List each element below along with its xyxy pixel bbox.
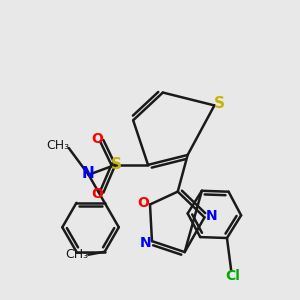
Text: S: S bbox=[110, 158, 122, 172]
Text: O: O bbox=[137, 196, 149, 210]
Text: CH₃: CH₃ bbox=[46, 139, 69, 152]
Text: O: O bbox=[91, 132, 103, 145]
Text: Cl: Cl bbox=[225, 269, 240, 283]
Text: S: S bbox=[214, 96, 225, 111]
Text: N: N bbox=[139, 236, 151, 250]
Text: CH₃: CH₃ bbox=[65, 248, 88, 261]
Text: O: O bbox=[91, 187, 103, 201]
Text: N: N bbox=[82, 166, 94, 181]
Text: N: N bbox=[206, 209, 217, 223]
